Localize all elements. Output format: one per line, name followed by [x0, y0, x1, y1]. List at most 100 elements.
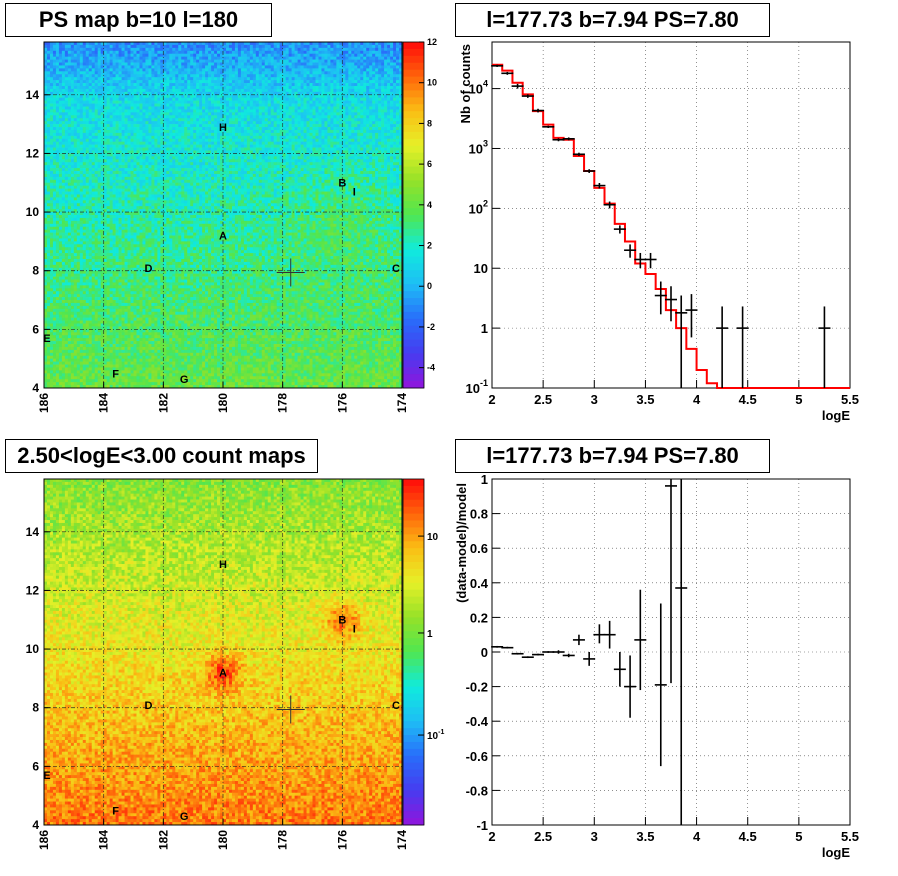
spectrum-title: l=177.73 b=7.94 PS=7.80: [455, 3, 770, 37]
map-top-ytick-label: 6: [32, 322, 39, 336]
spectrum-ytick-label: 1: [481, 321, 488, 336]
map-top-ytick-label: 4: [32, 381, 39, 395]
palette-tick-label: 6: [427, 159, 432, 169]
spectrum-xtick-label: 2: [488, 392, 495, 407]
residual-xtick-label: 5.5: [841, 829, 859, 844]
residual-ylabel: (data-model)/model: [454, 483, 469, 603]
residual-data-point: [542, 651, 554, 653]
canvas: HBIADCEFG1861841821801781761741412108641…: [0, 0, 898, 871]
palette-tick-label: 10-1: [427, 729, 444, 742]
map-bottom-xtick-label: 186: [37, 830, 51, 850]
spectrum-xtick-label: 5: [795, 392, 802, 407]
palette-tick-label: 12: [427, 37, 437, 47]
residual-xtick-label: 5: [795, 829, 802, 844]
map-top-title: PS map b=10 l=180: [5, 3, 272, 37]
source-label-D: D: [144, 263, 152, 275]
source-label-A: A: [219, 231, 227, 243]
residual-xtick-label: 2.5: [534, 829, 552, 844]
source-label-C: C: [392, 263, 400, 275]
spectrum-xtick-label: 2.5: [534, 392, 552, 407]
map-bottom-xtick-label: 180: [216, 830, 230, 850]
source-label-C: C: [392, 700, 400, 712]
palette-tick-label: -2: [427, 322, 435, 332]
spectrum-ylabel: Nb of counts: [458, 44, 473, 123]
spectrum-xtick-label: 3: [591, 392, 598, 407]
residual-ytick-label: 1: [481, 472, 488, 487]
residual-xtick-label: 2: [488, 829, 495, 844]
spectrum-xtick-label: 3.5: [636, 392, 654, 407]
source-label-I: I: [353, 187, 356, 199]
source-label-G: G: [180, 374, 189, 386]
residual-ytick-label: 0: [481, 645, 488, 660]
map-top-xtick-label: 174: [395, 393, 409, 413]
map-top-xtick-label: 182: [156, 393, 170, 413]
residual-ytick-label: 0.2: [470, 610, 488, 625]
spectrum-ytick-label: 103: [469, 138, 488, 156]
residual-ytick-label: -0.4: [466, 714, 489, 729]
map-bottom-xtick-label: 176: [335, 830, 349, 850]
spectrum-xlabel: logE: [822, 408, 850, 423]
residual-ytick-label: 0.4: [470, 576, 489, 591]
source-label-A: A: [219, 668, 227, 680]
map-top-ytick-label: 12: [26, 146, 40, 160]
map-bottom-ytick-label: 10: [26, 642, 40, 656]
map-top-xtick-label: 184: [97, 393, 111, 413]
residual-data-point: [512, 653, 524, 655]
map-top-xtick-label: 180: [216, 393, 230, 413]
map-bottom-ytick-label: 8: [32, 701, 39, 715]
residual-ytick-label: -1: [476, 818, 488, 833]
source-label-F: F: [112, 805, 119, 817]
map-top-xtick-label: 178: [276, 393, 290, 413]
residual-data-point: [501, 647, 513, 649]
map-bottom-ytick-label: 4: [32, 818, 39, 832]
source-label-G: G: [180, 811, 189, 823]
map-bottom-xtick-label: 184: [97, 830, 111, 850]
map-top-ytick-label: 14: [26, 88, 40, 102]
spectrum-xtick-label: 5.5: [841, 392, 859, 407]
residual-ytick-label: -0.6: [466, 749, 488, 764]
residual-title: l=177.73 b=7.94 PS=7.80: [455, 439, 770, 473]
spectrum-ytick-label: 102: [469, 198, 488, 216]
source-label-B: B: [338, 615, 346, 627]
map-bottom-title: 2.50<logE<3.00 count maps: [5, 439, 318, 473]
spectrum-data-point: [491, 65, 503, 67]
map-bottom-xtick-label: 182: [156, 830, 170, 850]
spectrum-xtick-label: 4: [693, 392, 701, 407]
palette-tick-label: 0: [427, 281, 432, 291]
spectrum-ytick-label: 10-1: [466, 378, 488, 396]
palette-tick-label: 1: [427, 629, 433, 640]
map-top-ytick-label: 10: [26, 205, 40, 219]
residual-xtick-label: 4: [693, 829, 701, 844]
map-top-xtick-label: 186: [37, 393, 51, 413]
palette-tick-label: 2: [427, 241, 432, 251]
residual-data-point: [491, 646, 503, 648]
map-bottom-ytick-label: 12: [26, 583, 40, 597]
palette-tick-label: 8: [427, 118, 432, 128]
palette-tick-label: 10: [427, 78, 437, 88]
residual-ytick-label: 0.8: [470, 507, 488, 522]
map-bottom-xtick-label: 174: [395, 830, 409, 850]
residual-data-point: [532, 654, 544, 656]
palette-tick-label: 10: [427, 532, 439, 543]
map-top-xtick-label: 176: [335, 393, 349, 413]
residual-ytick-label: -0.8: [466, 783, 488, 798]
figure-svg: HBIADCEFG1861841821801781761741412108641…: [0, 0, 898, 871]
source-label-H: H: [219, 559, 227, 571]
source-label-B: B: [338, 178, 346, 190]
map-bottom-ytick-label: 14: [26, 525, 40, 539]
residual-ytick-label: 0.6: [470, 541, 488, 556]
residual-ytick-label: -0.2: [466, 680, 488, 695]
residual-xlabel: logE: [822, 845, 850, 860]
source-label-E: E: [43, 770, 50, 782]
residual-xtick-label: 4.5: [739, 829, 757, 844]
residual-xtick-label: 3.5: [636, 829, 654, 844]
spectrum-frame: [492, 42, 850, 388]
spectrum-xtick-label: 4.5: [739, 392, 757, 407]
source-label-E: E: [43, 333, 50, 345]
source-label-D: D: [144, 700, 152, 712]
map-bottom-xtick-label: 178: [276, 830, 290, 850]
